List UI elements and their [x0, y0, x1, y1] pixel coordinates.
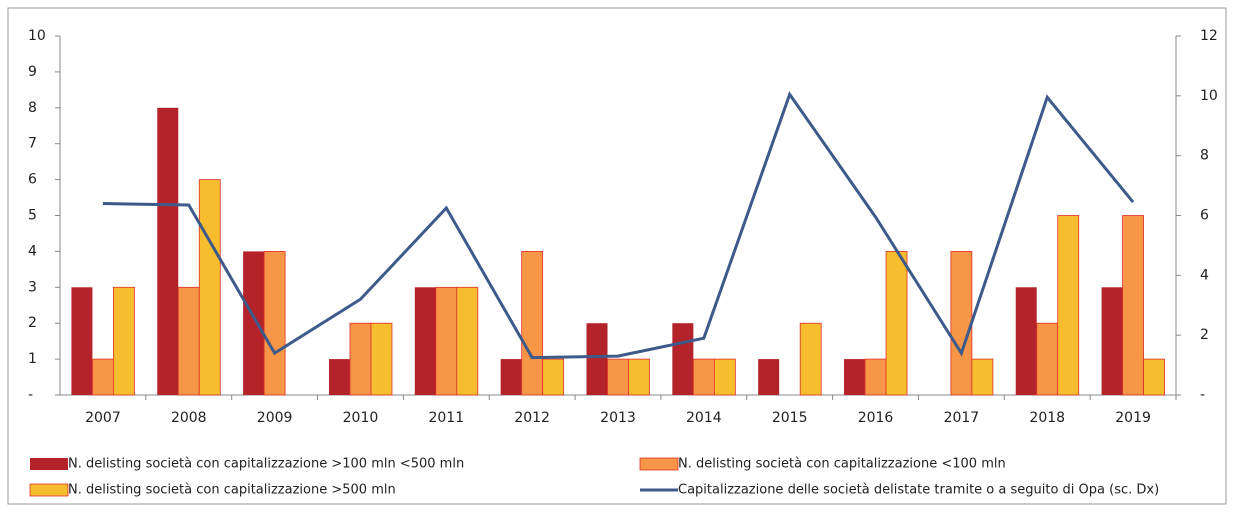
- bar: [672, 323, 694, 395]
- legend-swatch: [29, 483, 69, 497]
- y-tick-label: 8: [28, 100, 37, 116]
- bar: [328, 359, 350, 395]
- bar: [1143, 358, 1165, 396]
- y2-tick-label: 12: [1200, 28, 1218, 44]
- bar: [349, 322, 372, 396]
- bar: [628, 358, 650, 396]
- bar: [71, 287, 93, 395]
- bar: [414, 287, 436, 395]
- legend-swatch: [639, 457, 679, 471]
- x-tick-label: 2008: [171, 410, 207, 426]
- bar: [864, 358, 887, 396]
- legend-swatch: [30, 458, 68, 470]
- bar: [542, 358, 565, 396]
- bar: [692, 358, 715, 396]
- y-tick-label: 4: [28, 243, 37, 259]
- bar: [1122, 215, 1144, 396]
- legend-label: Capitalizzazione delle società delistate…: [678, 483, 1159, 498]
- bar: [435, 286, 458, 396]
- bar: [607, 358, 629, 396]
- y-tick-label: 10: [28, 28, 46, 44]
- bar: [799, 322, 822, 396]
- x-tick-label: 2011: [428, 410, 464, 426]
- bar: [1101, 287, 1123, 395]
- bar: [456, 286, 479, 396]
- bar: [157, 107, 179, 396]
- bar: [713, 358, 736, 396]
- bar: [177, 286, 200, 396]
- bar: [370, 322, 393, 396]
- bar: [1057, 215, 1080, 396]
- y-tick-label: 3: [28, 279, 37, 295]
- bar: [113, 286, 135, 396]
- bar: [263, 250, 286, 396]
- legend-label: N. delisting società con capitalizzazion…: [68, 457, 464, 472]
- y2-tick-label: 2: [1200, 327, 1209, 343]
- bar: [1015, 287, 1037, 395]
- y-tick-label: 2: [28, 315, 37, 331]
- x-tick-label: 2010: [343, 410, 379, 426]
- x-tick-label: 2012: [514, 410, 550, 426]
- bar: [950, 250, 973, 396]
- x-tick-label: 2014: [686, 410, 722, 426]
- x-tick-label: 2016: [858, 410, 894, 426]
- bar: [198, 179, 221, 396]
- legend-label: N. delisting società con capitalizzazion…: [678, 457, 1006, 472]
- bar: [971, 358, 994, 396]
- bar: [758, 359, 780, 395]
- y-tick-label: -: [28, 387, 33, 403]
- bar: [243, 251, 265, 395]
- bar: [92, 358, 114, 396]
- y2-tick-label: 6: [1200, 208, 1209, 224]
- x-tick-label: 2015: [772, 410, 808, 426]
- x-tick-label: 2018: [1029, 410, 1065, 426]
- bar: [521, 250, 544, 396]
- y-tick-label: 5: [28, 208, 37, 224]
- x-tick-label: 2019: [1115, 410, 1151, 426]
- bar: [885, 250, 908, 396]
- x-tick-label: 2007: [85, 410, 121, 426]
- chart-frame: [7, 7, 1227, 505]
- legend-label: N. delisting società con capitalizzazion…: [68, 483, 396, 498]
- y-tick-label: 1: [28, 351, 37, 367]
- bar: [1036, 322, 1059, 396]
- bar: [500, 359, 522, 395]
- y2-tick-label: 4: [1200, 267, 1209, 283]
- y-tick-label: 6: [28, 172, 37, 188]
- bar: [586, 323, 608, 395]
- y-tick-label: 9: [28, 64, 37, 80]
- bar: [844, 359, 866, 395]
- x-tick-label: 2017: [944, 410, 980, 426]
- line-series: [102, 91, 1135, 360]
- x-tick-label: 2013: [600, 410, 636, 426]
- y2-tick-label: -: [1200, 387, 1205, 403]
- x-tick-label: 2009: [257, 410, 293, 426]
- y2-tick-label: 10: [1200, 88, 1218, 104]
- y-tick-label: 7: [28, 136, 37, 152]
- y2-tick-label: 8: [1200, 148, 1209, 164]
